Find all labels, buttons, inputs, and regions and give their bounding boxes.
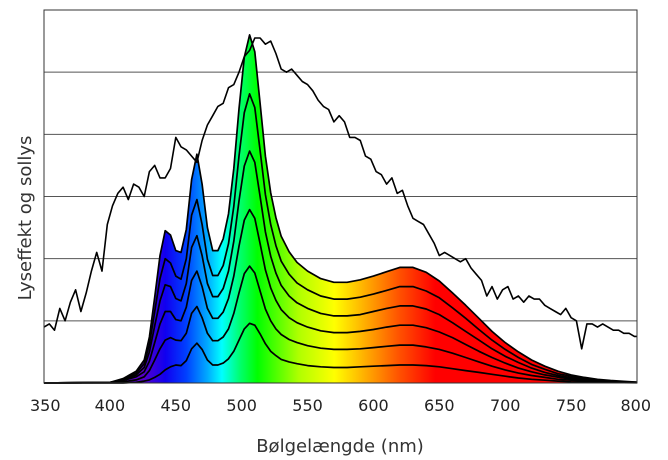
x-tick-label: 350 [30,396,61,415]
led-spectrum-line [43,150,638,384]
y-axis-title: Lyseffekt og sollys [15,136,36,301]
x-tick-label: 650 [424,396,455,415]
spectrum-area-fill [44,34,637,384]
led-spectrum-line [43,208,638,384]
x-axis-title: Bølgelængde (nm) [256,436,424,457]
gridlines [44,71,637,322]
x-tick-label: 800 [620,396,651,415]
x-tick-label: 750 [556,396,587,415]
led-spectrum-line [44,322,638,384]
axes [43,9,638,384]
led-spectrum-line [43,265,638,384]
led-spectrum-line [43,93,638,384]
x-tick-label: 400 [95,396,126,415]
x-tick-label: 450 [161,396,192,415]
x-tick-label: 700 [490,396,521,415]
led-spectrum-line [43,34,638,384]
curve-layer [43,34,638,384]
x-tick-labels: 350 400 450 500 550 600 650 700 750 800 [30,396,651,415]
sunlight-spectrum-line [43,37,637,350]
x-tick-label: 600 [358,396,389,415]
plot-frame [43,9,638,384]
x-tick-label: 500 [226,396,257,415]
x-tick-label: 550 [292,396,323,415]
